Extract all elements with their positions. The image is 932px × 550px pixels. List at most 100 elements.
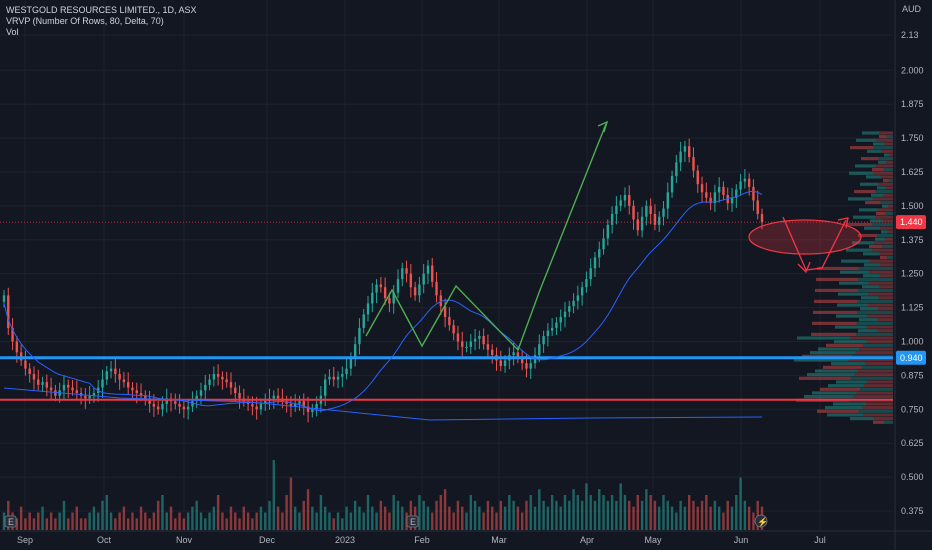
indicator-label[interactable]: VRVP (Number Of Rows, 80, Delta, 70) [6,16,164,26]
volume-bar [366,495,370,530]
candle-body [516,352,520,358]
target-zone-ellipse[interactable] [748,219,862,255]
candle-body [221,376,224,380]
volume-bar [152,512,156,530]
candle-body [178,403,181,407]
candle-body [529,363,532,369]
candle-body [7,295,10,328]
volume-profile-bar [873,420,884,424]
volume-bar [623,495,627,530]
volume-profile-bar [865,362,893,366]
volume-bar [520,512,524,530]
candle-body [730,197,734,204]
volume-bar [499,500,502,530]
candle-body [713,192,717,204]
volume-profile-bar [817,409,859,413]
candle-body [165,398,168,404]
volume-bar [204,518,207,530]
volume-profile-bar [882,219,893,223]
volume-bar [598,489,601,530]
candle-body [615,205,618,215]
volume-bar [752,512,755,530]
volume-bar [632,506,635,530]
pattern-zigzag[interactable] [365,123,607,352]
volume-bar [28,512,31,530]
candle-body [465,346,468,348]
earnings-marker[interactable] [406,515,419,528]
volume-label[interactable]: Vol [6,27,19,37]
candle-body [276,395,280,399]
volume-profile-bar [875,189,893,194]
volume-bar [238,518,241,530]
volume-bar [88,512,91,530]
candle-body [11,327,14,342]
volume-profile-bar [825,406,863,410]
volume-profile-bar [827,413,864,417]
candle-body [41,382,44,385]
volume-bar [71,512,74,530]
earnings-marker[interactable] [4,515,17,528]
volume-profile-bar [848,358,893,362]
volume-bar [264,512,267,530]
volume-profile-bar [862,343,893,347]
candle-body [75,390,79,394]
volume-profile-bar [841,259,870,263]
candle-body [67,384,70,388]
volume-bar [135,518,138,530]
volume-bar [533,506,537,530]
volume-profile-bar [850,416,874,421]
volume-bar [388,512,391,530]
candle-body [336,376,340,380]
candle-body [735,189,738,198]
volume-bar [589,495,592,530]
candle-body [32,374,36,380]
volume-bar [610,495,614,530]
volume-profile-bar [886,160,893,164]
candle-body [752,186,755,201]
candle-body [572,300,575,307]
volume-profile-bar [849,336,893,340]
volume-bar [332,518,335,530]
volume-profile-bar [818,347,860,351]
candle-body [739,181,742,190]
volume-profile-bar [797,336,850,340]
candle-body [302,401,305,407]
candle-body [610,214,614,225]
volume-profile-bar [862,285,880,289]
volume-profile-bar [852,241,875,245]
volume-bar [439,495,443,530]
candle-body [15,341,19,353]
volume-bar [92,506,96,530]
volume-bar [739,477,742,530]
volume-bar [281,512,284,530]
dividend-marker[interactable] [754,514,768,528]
volume-bar [435,500,438,530]
candle-body [388,298,391,304]
symbol-title[interactable]: WESTGOLD RESOURCES LIMITED., 1D, ASX [6,5,197,15]
candle-body [349,357,353,369]
candle-body [649,205,652,215]
dividend-icon: ⚡ [757,516,768,528]
volume-bar [182,518,186,530]
chart-legend: WESTGOLD RESOURCES LIMITED., 1D, ASX VRV… [6,5,197,38]
candle-body [396,279,400,293]
volume-profile-bar [875,215,893,219]
x-tick-label: Jun [734,535,749,545]
volume-profile-bar [810,351,856,355]
candle-body [259,403,263,410]
volume-profile-bar [874,241,893,245]
volume-profile-bar [848,197,873,201]
volume-profile-bar [872,168,884,172]
volume-profile-bar [873,146,893,150]
volume-bar [756,500,759,530]
volume-bar [418,495,421,530]
volume-bar [401,506,404,530]
volume-profile-bar [850,146,874,150]
volume-bar [619,483,622,530]
candle-body [568,306,571,312]
volume-bar [512,500,515,530]
projection-arrow[interactable] [782,216,847,271]
candle-body [191,401,194,407]
volume-bar [105,495,108,530]
